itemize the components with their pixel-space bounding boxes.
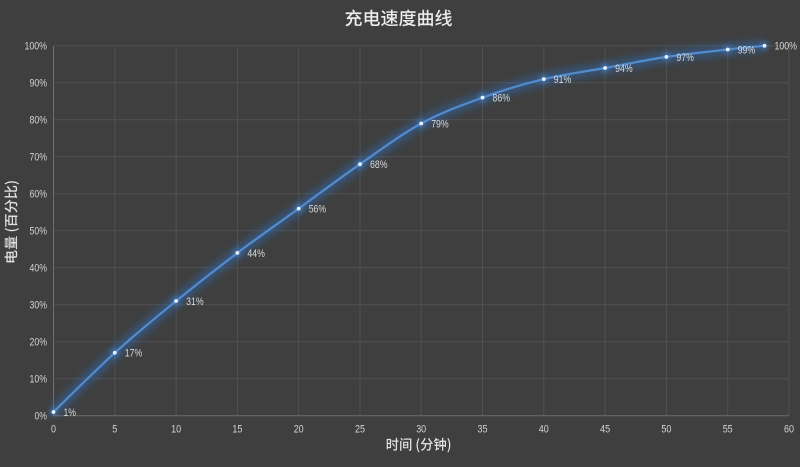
svg-text:0%: 0% — [35, 411, 48, 423]
svg-text:0: 0 — [51, 424, 56, 436]
svg-text:68%: 68% — [370, 159, 388, 171]
svg-text:97%: 97% — [676, 52, 694, 64]
svg-text:70%: 70% — [30, 152, 48, 164]
svg-text:60%: 60% — [30, 189, 48, 201]
svg-text:5: 5 — [112, 424, 117, 436]
svg-text:30%: 30% — [30, 300, 48, 312]
svg-text:99%: 99% — [738, 44, 756, 56]
svg-text:17%: 17% — [125, 348, 143, 360]
svg-text:90%: 90% — [30, 78, 48, 90]
svg-text:10: 10 — [171, 424, 181, 436]
svg-text:35: 35 — [478, 424, 488, 436]
svg-text:20: 20 — [294, 424, 304, 436]
svg-text:100%: 100% — [775, 41, 798, 53]
svg-text:40%: 40% — [30, 263, 48, 275]
svg-text:1%: 1% — [64, 407, 77, 419]
svg-text:79%: 79% — [431, 118, 449, 130]
svg-text:55: 55 — [723, 424, 733, 436]
svg-text:86%: 86% — [493, 93, 511, 105]
svg-text:60: 60 — [784, 424, 794, 436]
svg-text:91%: 91% — [554, 74, 572, 86]
svg-text:44%: 44% — [247, 248, 265, 260]
svg-text:30: 30 — [416, 424, 426, 436]
svg-text:20%: 20% — [30, 337, 48, 349]
svg-text:80%: 80% — [30, 115, 48, 127]
svg-text:31%: 31% — [186, 296, 204, 308]
svg-text:94%: 94% — [615, 63, 633, 75]
svg-text:40: 40 — [539, 424, 549, 436]
svg-text:45: 45 — [600, 424, 610, 436]
svg-text:50: 50 — [661, 424, 671, 436]
svg-text:100%: 100% — [25, 41, 48, 53]
svg-text:10%: 10% — [30, 374, 48, 386]
svg-text:25: 25 — [355, 424, 365, 436]
svg-text:50%: 50% — [30, 226, 48, 238]
svg-text:56%: 56% — [309, 204, 327, 216]
svg-text:15: 15 — [232, 424, 242, 436]
